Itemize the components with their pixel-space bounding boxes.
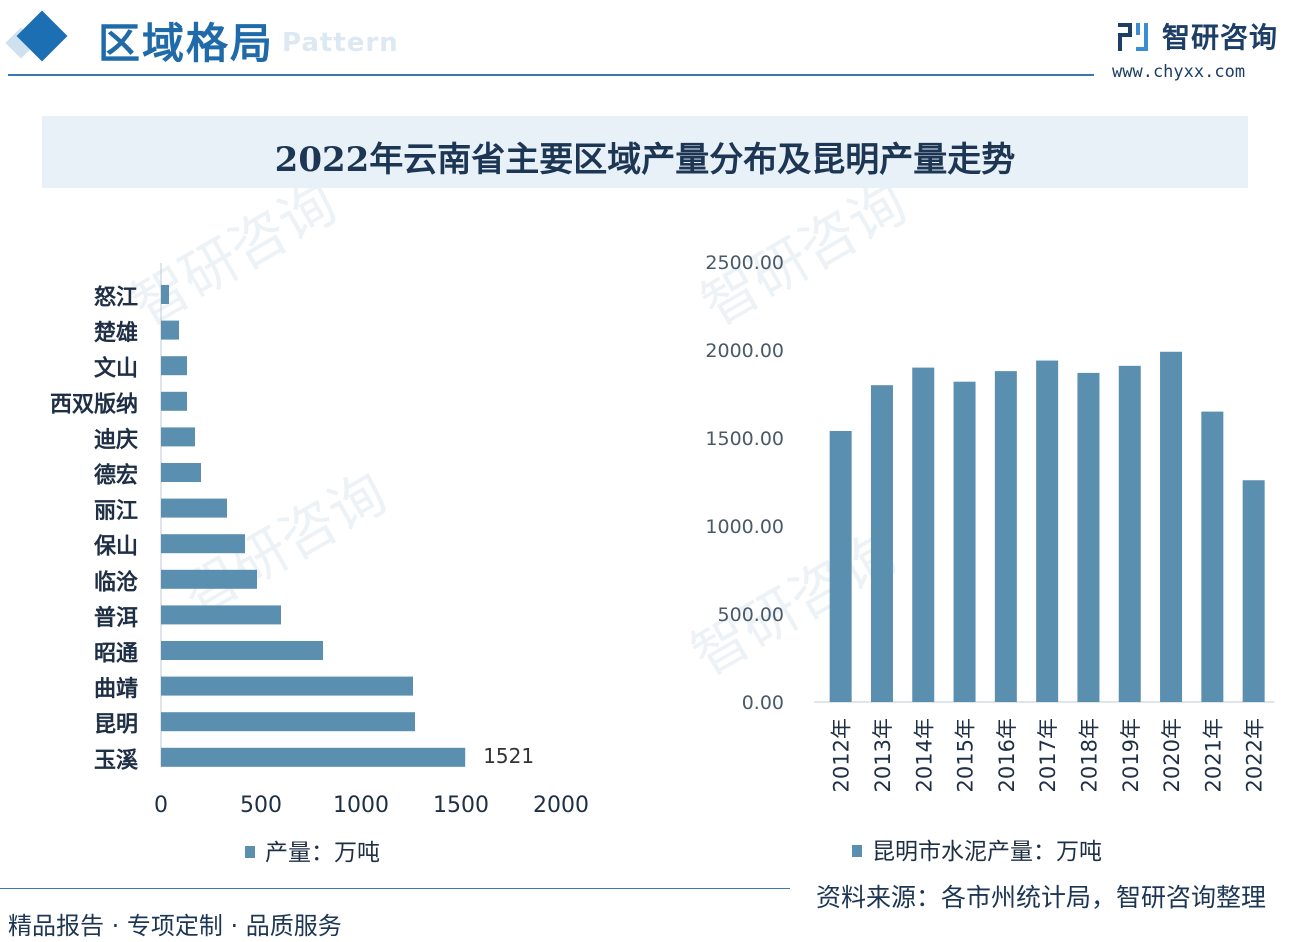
- bar-2017年: [1036, 360, 1059, 702]
- y-tick-label: 怒江: [94, 285, 138, 311]
- y-tick-label: 1000.00: [705, 516, 784, 538]
- y-tick-label: 昭通: [94, 642, 138, 667]
- bar-昭通: [161, 641, 323, 660]
- legend-swatch: [852, 845, 862, 857]
- brand-url: www.chyxx.com: [1112, 62, 1246, 82]
- x-tick-label: 2014年: [912, 718, 936, 792]
- x-tick-label: 2021年: [1201, 718, 1225, 792]
- y-tick-label: 西双版纳: [50, 391, 138, 417]
- bar-玉溪: [161, 747, 466, 767]
- x-tick-label: 2022年: [1243, 718, 1267, 792]
- data-label: 1521: [483, 744, 534, 768]
- bar-2019年: [1118, 365, 1141, 702]
- x-tick-label: 500: [240, 793, 282, 818]
- y-tick-label: 临沧: [94, 569, 138, 595]
- x-tick-label: 2016年: [995, 718, 1019, 792]
- y-tick-label: 迪庆: [94, 427, 138, 453]
- header-divider: [8, 74, 1094, 76]
- bar-丽江: [161, 498, 227, 518]
- bar-2012年: [829, 430, 852, 702]
- bar-德宏: [161, 463, 201, 482]
- y-tick-label: 丽江: [94, 499, 138, 524]
- bar-保山: [161, 534, 245, 554]
- x-tick-label: 2013年: [871, 718, 895, 792]
- x-tick-label: 2012年: [830, 718, 854, 792]
- legend-label: 产量：万吨: [265, 840, 380, 866]
- section-header: Pattern 区域格局 智研咨询 www.chyxx.com: [0, 0, 1302, 90]
- x-tick-label: 2000: [533, 793, 589, 818]
- x-tick-label: 2015年: [954, 718, 978, 792]
- y-tick-label: 2500.00: [705, 252, 784, 274]
- x-tick-label: 2020年: [1160, 718, 1184, 792]
- footer-slogan: 精品报告 · 专项定制 · 品质服务: [8, 912, 342, 940]
- bar-文山: [161, 356, 187, 376]
- bar-普洱: [161, 605, 281, 625]
- x-tick-label: 2018年: [1077, 718, 1101, 792]
- chart-title: 2022年云南省主要区域产量分布及昆明产量走势: [274, 140, 1016, 180]
- y-tick-label: 昆明: [94, 713, 138, 738]
- x-tick-label: 1000: [333, 793, 389, 818]
- y-tick-label: 玉溪: [94, 748, 139, 773]
- bar-怒江: [161, 285, 169, 304]
- footer-divider: [0, 888, 790, 889]
- bar-2013年: [870, 385, 893, 702]
- legend-label: 昆明市水泥产量：万吨: [872, 839, 1102, 865]
- y-tick-label: 曲靖: [94, 676, 138, 702]
- bar-迪庆: [161, 427, 195, 447]
- bar-楚雄: [161, 320, 179, 340]
- x-tick-label: 2017年: [1036, 718, 1060, 792]
- brand-logo-icon: [1118, 23, 1148, 51]
- bar-2018年: [1077, 372, 1100, 702]
- y-tick-label: 楚雄: [94, 321, 138, 346]
- section-title: 区域格局: [98, 19, 275, 68]
- y-tick-label: 德宏: [94, 463, 138, 489]
- bar-2016年: [994, 371, 1017, 702]
- chart-title-banner: 2022年云南省主要区域产量分布及昆明产量走势: [42, 116, 1248, 188]
- section-subtitle-en: Pattern: [282, 28, 399, 58]
- bar-2021年: [1201, 411, 1224, 702]
- y-tick-label: 普洱: [94, 605, 138, 631]
- y-tick-label: 0.00: [742, 692, 784, 714]
- kunming-cement-bar-chart: 0.00 500.00 1000.00 1500.00 2000.00 2500.00 20…: [705, 252, 1275, 865]
- bar-西双版纳: [161, 391, 187, 411]
- bar-2015年: [953, 381, 976, 702]
- y-tick-label: 500.00: [718, 604, 784, 626]
- bar-2022年: [1242, 480, 1265, 702]
- y-tick-label: 1500.00: [705, 428, 784, 450]
- brand-name: 智研咨询: [1162, 21, 1279, 54]
- y-tick-label: 保山: [93, 535, 138, 560]
- x-tick-label: 2019年: [1119, 718, 1143, 792]
- bar-2020年: [1160, 351, 1183, 702]
- x-tick-label: 1500: [433, 793, 489, 818]
- bar-临沧: [161, 569, 257, 589]
- y-tick-label: 2000.00: [705, 340, 784, 362]
- bar-曲靖: [161, 676, 413, 696]
- data-source-note: 资料来源：各市州统计局，智研咨询整理: [816, 883, 1267, 912]
- bar-昆明: [161, 712, 415, 732]
- y-tick-label: 文山: [94, 356, 138, 382]
- bar-2014年: [912, 367, 935, 702]
- legend-swatch: [245, 846, 255, 858]
- x-tick-label: 0: [154, 793, 168, 818]
